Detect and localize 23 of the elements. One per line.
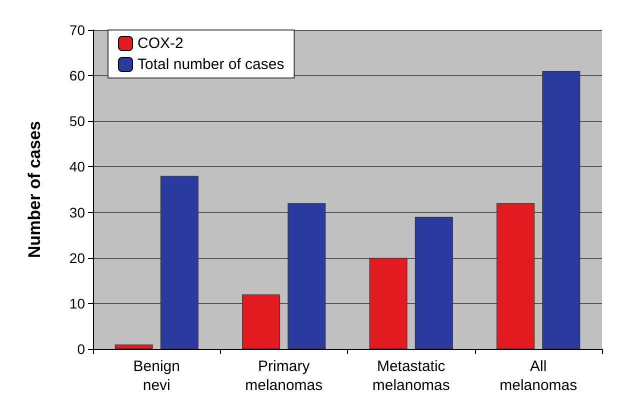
bar bbox=[496, 203, 535, 349]
bar bbox=[288, 203, 326, 349]
bar bbox=[114, 344, 153, 349]
y-tick-label: 50 bbox=[69, 113, 86, 130]
x-tick-label: Benign nevi bbox=[133, 358, 180, 394]
y-axis-title: Number of cases bbox=[25, 121, 44, 258]
y-tick-label: 70 bbox=[69, 22, 86, 38]
y-tick-label: 30 bbox=[69, 204, 86, 220]
y-tick-label: 60 bbox=[69, 68, 86, 84]
bar bbox=[242, 294, 280, 349]
legend-label: COX-2 bbox=[138, 35, 184, 52]
y-tick-label: 20 bbox=[69, 250, 86, 266]
bar bbox=[414, 216, 453, 349]
x-tick-label: Primary melanomas bbox=[245, 358, 323, 394]
y-tick-label: 10 bbox=[69, 295, 86, 312]
legend-label: Total number of cases bbox=[138, 56, 284, 73]
bar bbox=[160, 176, 198, 349]
y-tick-label: 0 bbox=[77, 341, 86, 357]
x-tick-label: All melanomas bbox=[500, 358, 578, 394]
bar bbox=[369, 258, 408, 349]
x-tick-label: Metastatic melanomas bbox=[372, 358, 450, 394]
bar bbox=[542, 71, 580, 349]
y-tick-label: 40 bbox=[69, 158, 86, 175]
